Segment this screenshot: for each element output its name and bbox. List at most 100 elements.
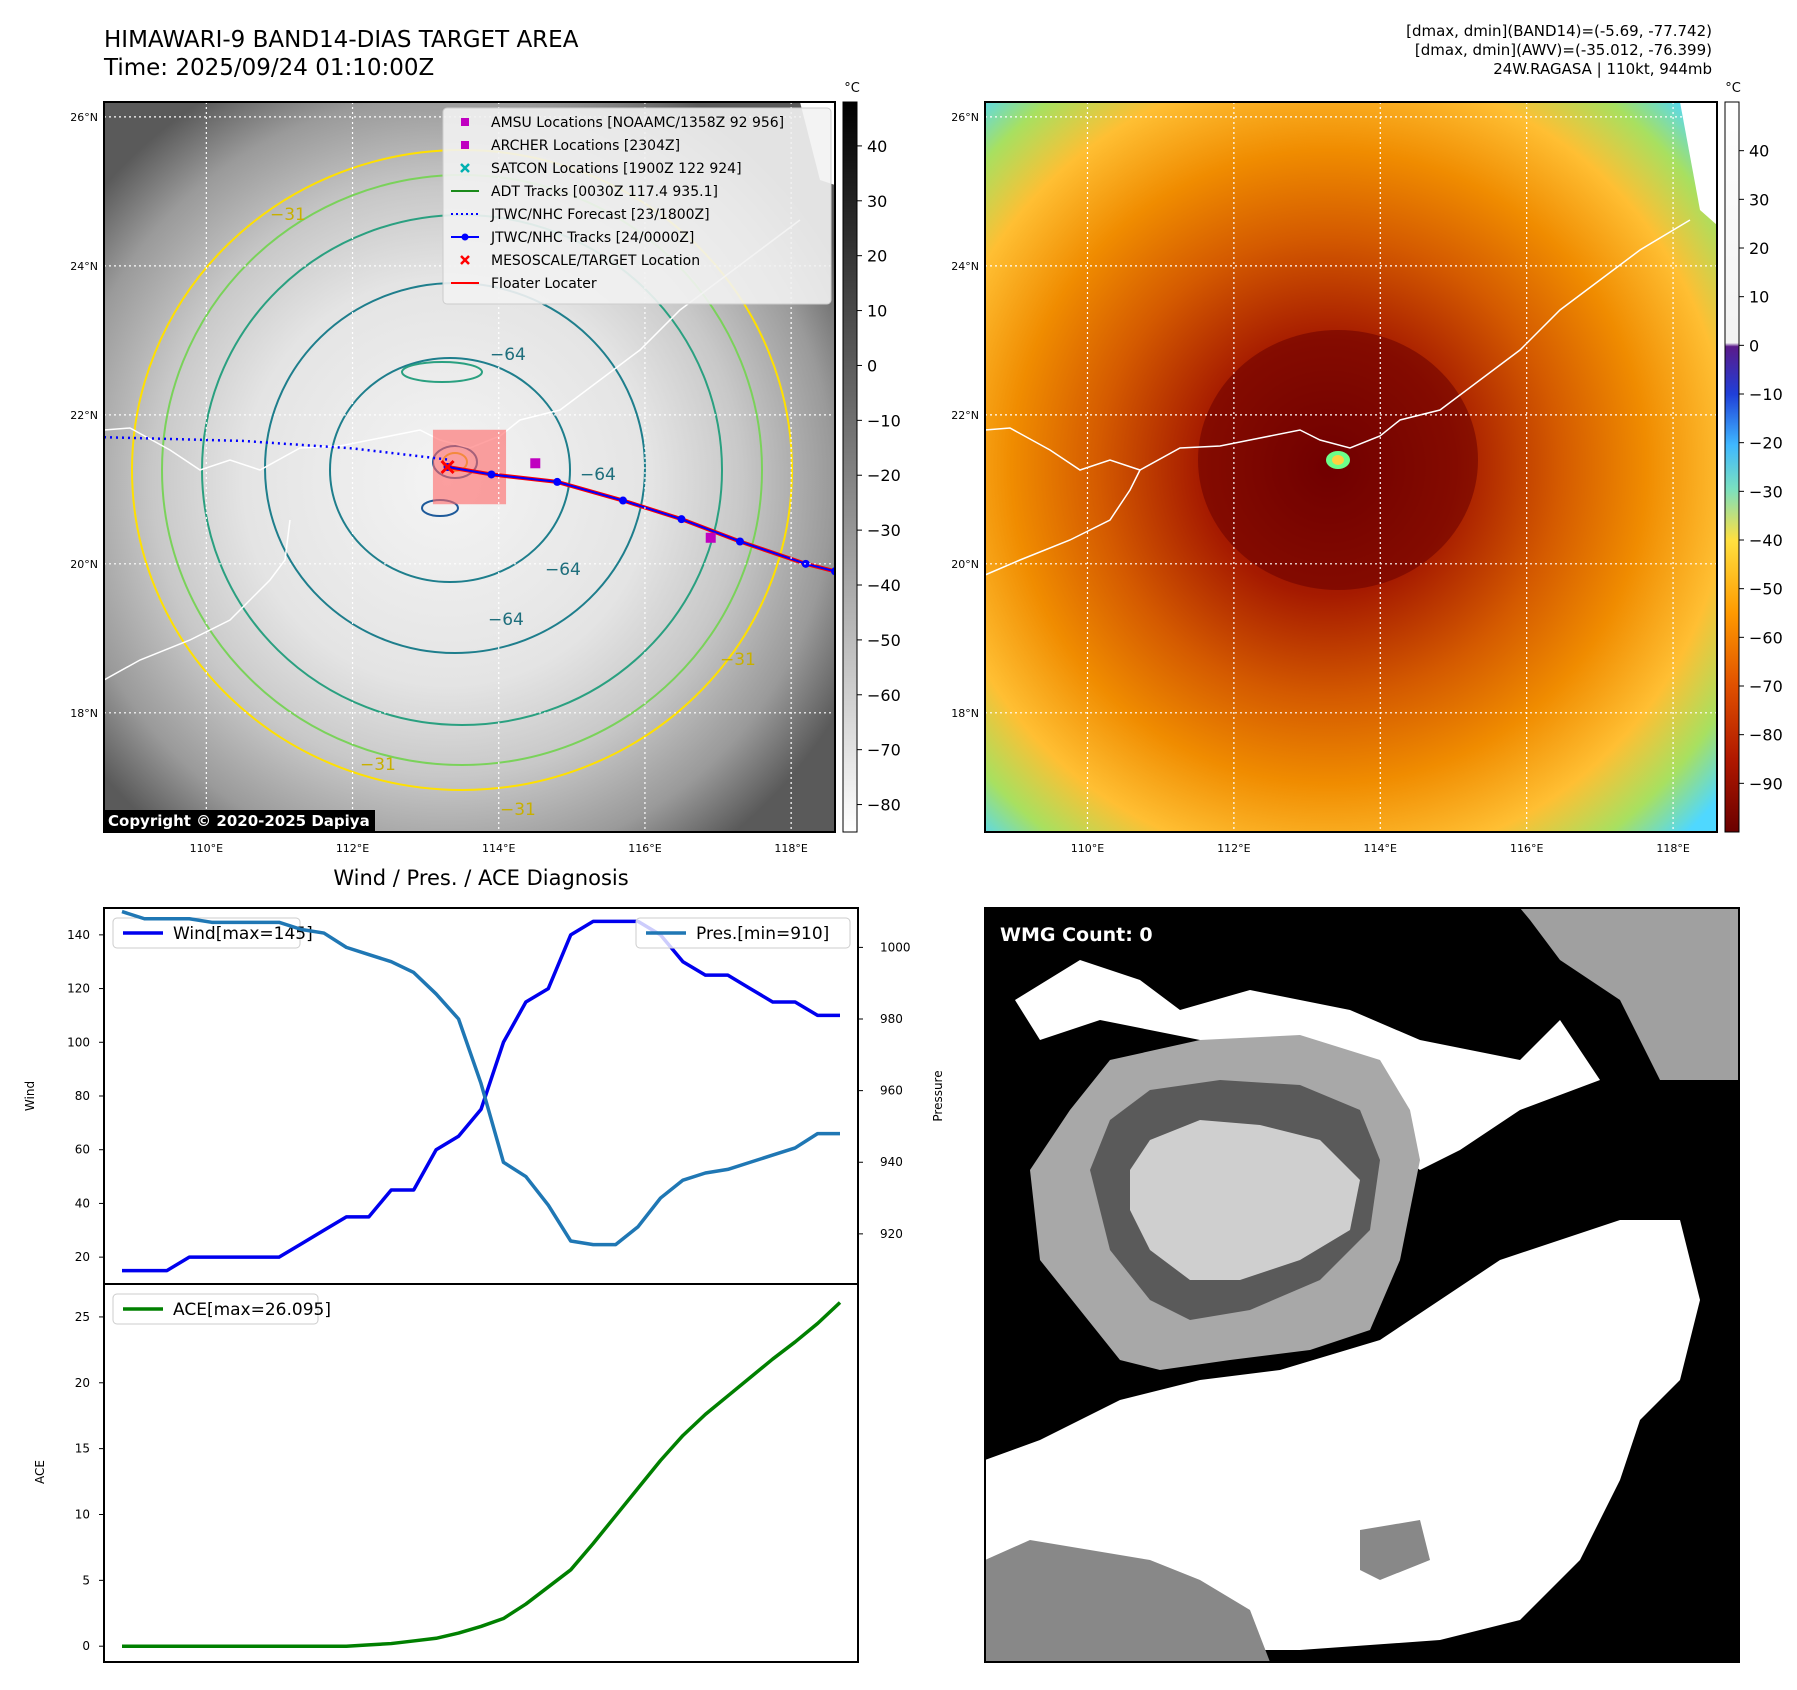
y-tick-label: 25 (75, 1310, 90, 1324)
y-tick-label: 80 (75, 1089, 90, 1103)
right-lon-label: 110°E (1071, 842, 1104, 855)
right-lon-label: 118°E (1656, 842, 1689, 855)
track-point (619, 496, 628, 505)
wind-pressure-panel (103, 907, 859, 1285)
legend-label: AMSU Locations [NOAAMC/1358Z 92 956] (491, 115, 784, 131)
figure-title: HIMAWARI-9 BAND14-DIAS TARGET AREA Time:… (104, 26, 578, 82)
colorbar-tick-label: 30 (1749, 190, 1769, 209)
left-lat-label: 24°N (70, 260, 98, 273)
color-enhanced-map (985, 102, 1717, 832)
contour-label: −64 (488, 610, 524, 630)
colorbar-tick-label: −40 (1749, 531, 1783, 550)
legend-box (442, 107, 832, 305)
right-lat-label: 22°N (951, 409, 979, 422)
legend-label: MESOSCALE/TARGET Location (491, 253, 700, 269)
y-tick-label: 15 (75, 1442, 90, 1456)
contour-label: −64 (580, 465, 616, 485)
chart-legend-box (112, 1293, 319, 1325)
wmg-gray-corner (1520, 908, 1739, 1080)
y2-tick-label: 960 (880, 1084, 903, 1098)
colorbar-tick-label: 10 (867, 302, 887, 321)
legend-marker (461, 141, 469, 149)
left-lon-label: 118°E (774, 842, 807, 855)
ace-chart: 0 5 10 15 20 25 ACE[max=26.095] (75, 1293, 842, 1653)
forecast-track (104, 435, 448, 461)
left-lon-label: 116°E (628, 842, 661, 855)
legend-label: JTWC/NHC Tracks [24/0000Z] (490, 230, 694, 246)
colorbar-tick-label: −80 (1749, 726, 1783, 745)
stats-line-1: [dmax, dmin](BAND14)=(-5.69, -77.742) (1406, 22, 1712, 40)
archer-marker (705, 532, 716, 543)
colorbar-tick-label: −50 (1749, 580, 1783, 599)
track-point (487, 470, 496, 479)
track-point (677, 515, 686, 524)
colorbar-tick-label: 10 (1749, 288, 1769, 307)
legend-label: Floater Locater (491, 276, 597, 292)
coastline-right (985, 219, 1691, 471)
contour-label-group: −64 −64 −64 −64 −31 −31 −31 −31 (270, 205, 756, 820)
legend-marker (461, 118, 469, 126)
y-tick-label: 60 (75, 1143, 90, 1157)
colorbar-tick-label: −30 (867, 521, 901, 540)
contour-label: −64 (490, 345, 526, 365)
observed-track (447, 466, 835, 573)
map-legend: AMSU Locations [NOAAMC/1358Z 92 956] ARCH… (442, 107, 832, 305)
color-colorbar-unit: °C (1725, 81, 1741, 96)
wmg-gray-bottom (985, 1540, 1270, 1662)
colorbar-tick-label: −10 (867, 411, 901, 430)
y2-tick-label: 980 (880, 1012, 903, 1026)
wmg-frame (984, 907, 1740, 1663)
wmg-cold-region-bottom (985, 1220, 1700, 1650)
diagnosis-title: Wind / Pres. / ACE Diagnosis (333, 866, 628, 890)
ace-panel (103, 1283, 859, 1663)
stats-line-3: 24W.RAGASA | 110kt, 944mb (1493, 60, 1712, 78)
amsu-marker (530, 458, 541, 469)
left-lat-label: 26°N (70, 111, 98, 124)
colorbar-tick-label: −20 (867, 466, 901, 485)
map-grid-right (985, 102, 1717, 832)
colorbar-tick-label: −10 (1749, 385, 1783, 404)
left-lat-label: 20°N (70, 558, 98, 571)
legend-marker-dot (461, 233, 469, 241)
left-lon-label: 114°E (482, 842, 515, 855)
chart-legend-label: Pres.[min=910] (696, 924, 829, 944)
color-colorbar (1724, 101, 1740, 833)
right-lon-label: 116°E (1510, 842, 1543, 855)
y-tick-label: 140 (67, 928, 90, 942)
y2-tick-label: 920 (880, 1227, 903, 1241)
legend-marker (460, 255, 470, 265)
track-point (553, 477, 562, 486)
colorbar-tick-label: −70 (1749, 677, 1783, 696)
title-line-2: Time: 2025/09/24 01:10:00Z (104, 55, 435, 81)
stats-block: [dmax, dmin](BAND14)=(-5.69, -77.742) [d… (1406, 22, 1712, 79)
gray-colorbar-ticks: 40 30 20 10 0 −10 −20 −30 −40 −50 −60 −70 −80 (857, 137, 901, 815)
colorbar-tick-label: −20 (1749, 434, 1783, 453)
left-lat-label: 18°N (70, 707, 98, 720)
right-lat-label: 18°N (951, 707, 979, 720)
colorbar-tick-label: −60 (867, 686, 901, 705)
legend-marker (460, 163, 470, 173)
legend-label: ADT Tracks [0030Z 117.4 935.1] (491, 184, 718, 200)
left-map-frame (103, 101, 836, 833)
y2-tick-label: 940 (880, 1155, 903, 1169)
colorbar-tick-label: 0 (867, 356, 877, 375)
colorbar-tick-label: −60 (1749, 628, 1783, 647)
colorbar-tick-label: 20 (1749, 239, 1769, 258)
title-line-1: HIMAWARI-9 BAND14-DIAS TARGET AREA (104, 27, 579, 53)
chart-legend-label: Wind[max=145] (173, 924, 313, 944)
y-tick-label: 100 (67, 1035, 90, 1049)
right-lon-label: 114°E (1364, 842, 1397, 855)
left-lon-label: 110°E (190, 842, 223, 855)
coastline-hainan (104, 519, 291, 681)
series-line-1 (121, 909, 840, 1247)
target-marker (440, 459, 455, 475)
left-lon-label: 112°E (336, 842, 369, 855)
colorbar-tick-label: 20 (867, 247, 887, 266)
colorbar-tick-label: −30 (1749, 482, 1783, 501)
color-colorbar-ticks: 40 30 20 10 0 −10 −20 −30 −40 −50 −60 −70 −80 −90 (1739, 142, 1783, 793)
pressure-axis-label: Pressure (931, 1070, 945, 1121)
colorbar-tick-label: 40 (867, 137, 887, 156)
wmg-count-badge: WMG Count: 0 (991, 920, 1162, 950)
y-tick-label: 20 (75, 1250, 90, 1264)
